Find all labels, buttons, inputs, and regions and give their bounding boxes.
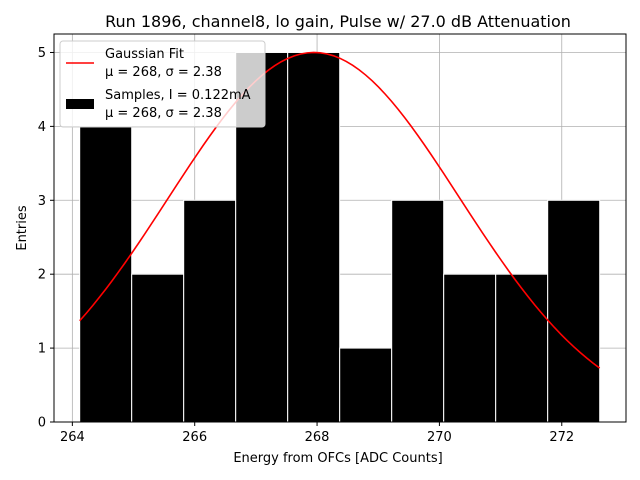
- fit-curve-group: [79, 51, 601, 369]
- histogram-bar: [79, 125, 133, 423]
- histogram-bar: [443, 273, 497, 423]
- legend-fit-label: Gaussian Fit: [105, 47, 184, 62]
- gaussian-fit-line: [79, 51, 601, 369]
- x-axis-label: Energy from OFCs [ADC Counts]: [233, 451, 442, 466]
- legend-samples-swatch: [66, 99, 94, 109]
- x-tick-label: 272: [549, 430, 574, 445]
- histogram-bar: [131, 273, 185, 423]
- y-tick-label: 0: [38, 416, 46, 431]
- histogram-bar: [287, 51, 341, 423]
- legend-samples-stats: μ = 268, σ = 2.38: [105, 106, 222, 121]
- plot-frame: [53, 33, 627, 423]
- histogram-bar: [495, 273, 549, 423]
- x-axis-ticks: 264 266 268 270 272: [60, 422, 574, 445]
- histogram-bar: [339, 347, 393, 423]
- x-tick-label: 266: [182, 430, 207, 445]
- histogram-bars: [79, 51, 601, 423]
- chart-title: Run 1896, channel8, lo gain, Pulse w/ 27…: [105, 12, 571, 31]
- y-tick-label: 5: [38, 46, 46, 61]
- histogram-bar: [391, 199, 445, 423]
- histogram-bar: [547, 199, 601, 423]
- histogram-bar: [183, 199, 237, 423]
- legend: Gaussian Fit μ = 268, σ = 2.38 Samples, …: [59, 40, 266, 128]
- y-axis-label: Entries: [15, 205, 30, 251]
- y-tick-label: 2: [38, 268, 46, 283]
- y-tick-label: 1: [38, 342, 46, 357]
- x-tick-label: 264: [60, 430, 85, 445]
- legend-fit-stats: μ = 268, σ = 2.38: [105, 65, 222, 80]
- y-tick-label: 3: [38, 194, 46, 209]
- legend-samples-label: Samples, I = 0.122mA: [105, 88, 251, 103]
- x-tick-label: 270: [427, 430, 452, 445]
- y-tick-label: 4: [38, 120, 46, 135]
- x-tick-label: 268: [305, 430, 330, 445]
- legend-box: [59, 40, 266, 128]
- y-axis-ticks: 0 1 2 3 4 5: [38, 46, 54, 431]
